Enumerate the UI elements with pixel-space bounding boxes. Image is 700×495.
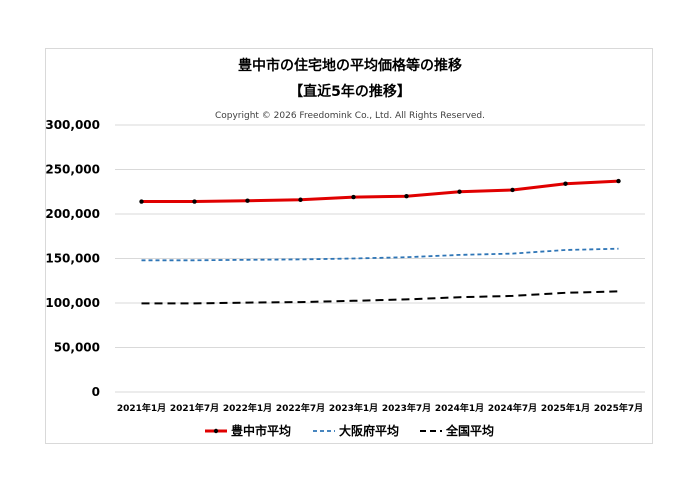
x-tick-label: 2021年1月 xyxy=(117,402,166,414)
legend-label: 豊中市平均 xyxy=(231,423,291,438)
legend: 豊中市平均 大阪府平均 全国平均 xyxy=(205,423,494,438)
gridlines xyxy=(115,124,645,393)
y-tick-label: 0 xyxy=(92,385,100,399)
series-line-3 xyxy=(141,290,619,305)
x-axis-ticks: 2021年1月 2021年7月 2022年1月 2022年7月 2023年1月 2023年… xyxy=(117,402,643,414)
y-tick-label: 50,000 xyxy=(54,341,100,355)
x-tick-label: 2022年1月 xyxy=(223,402,272,414)
data-point xyxy=(139,199,144,204)
series-lines xyxy=(139,178,621,305)
data-point xyxy=(192,199,197,204)
y-tick-label: 150,000 xyxy=(45,252,100,266)
chart-title: 豊中市の住宅地の平均価格等の推移 xyxy=(238,57,462,74)
data-point xyxy=(563,181,568,186)
x-tick-label: 2021年7月 xyxy=(170,402,219,414)
x-tick-label: 2023年7月 xyxy=(382,402,431,414)
data-point xyxy=(510,187,515,193)
data-point xyxy=(404,194,409,199)
x-tick-label: 2024年1月 xyxy=(435,402,484,414)
data-point xyxy=(298,197,303,202)
legend-label: 全国平均 xyxy=(445,423,494,438)
legend-marker xyxy=(213,428,219,434)
legend-label: 大阪府平均 xyxy=(339,423,399,438)
copyright-text: Copyright © 2026 Freedomink Co., Ltd. Al… xyxy=(215,111,485,121)
x-tick-label: 2024年7月 xyxy=(488,402,537,414)
y-tick-label: 300,000 xyxy=(45,118,100,132)
x-tick-label: 2025年1月 xyxy=(541,402,590,414)
series-line-2 xyxy=(141,247,619,262)
chart-frame xyxy=(45,48,653,444)
x-tick-label: 2025年7月 xyxy=(594,402,643,414)
y-tick-label: 250,000 xyxy=(45,163,100,177)
data-point xyxy=(351,194,356,200)
y-axis-ticks: 0 50,000 100,000 150,000 200,000 250,000 300,0… xyxy=(45,118,100,399)
x-tick-label: 2022年7月 xyxy=(276,402,325,414)
data-point xyxy=(457,189,462,194)
chart-subtitle: 【直近5年の推移】 xyxy=(289,83,411,100)
series-line-1 xyxy=(141,179,619,203)
data-point xyxy=(616,178,621,184)
y-tick-label: 200,000 xyxy=(45,207,100,221)
x-tick-label: 2023年1月 xyxy=(329,402,378,414)
y-tick-label: 100,000 xyxy=(45,296,100,310)
data-point xyxy=(245,198,250,203)
